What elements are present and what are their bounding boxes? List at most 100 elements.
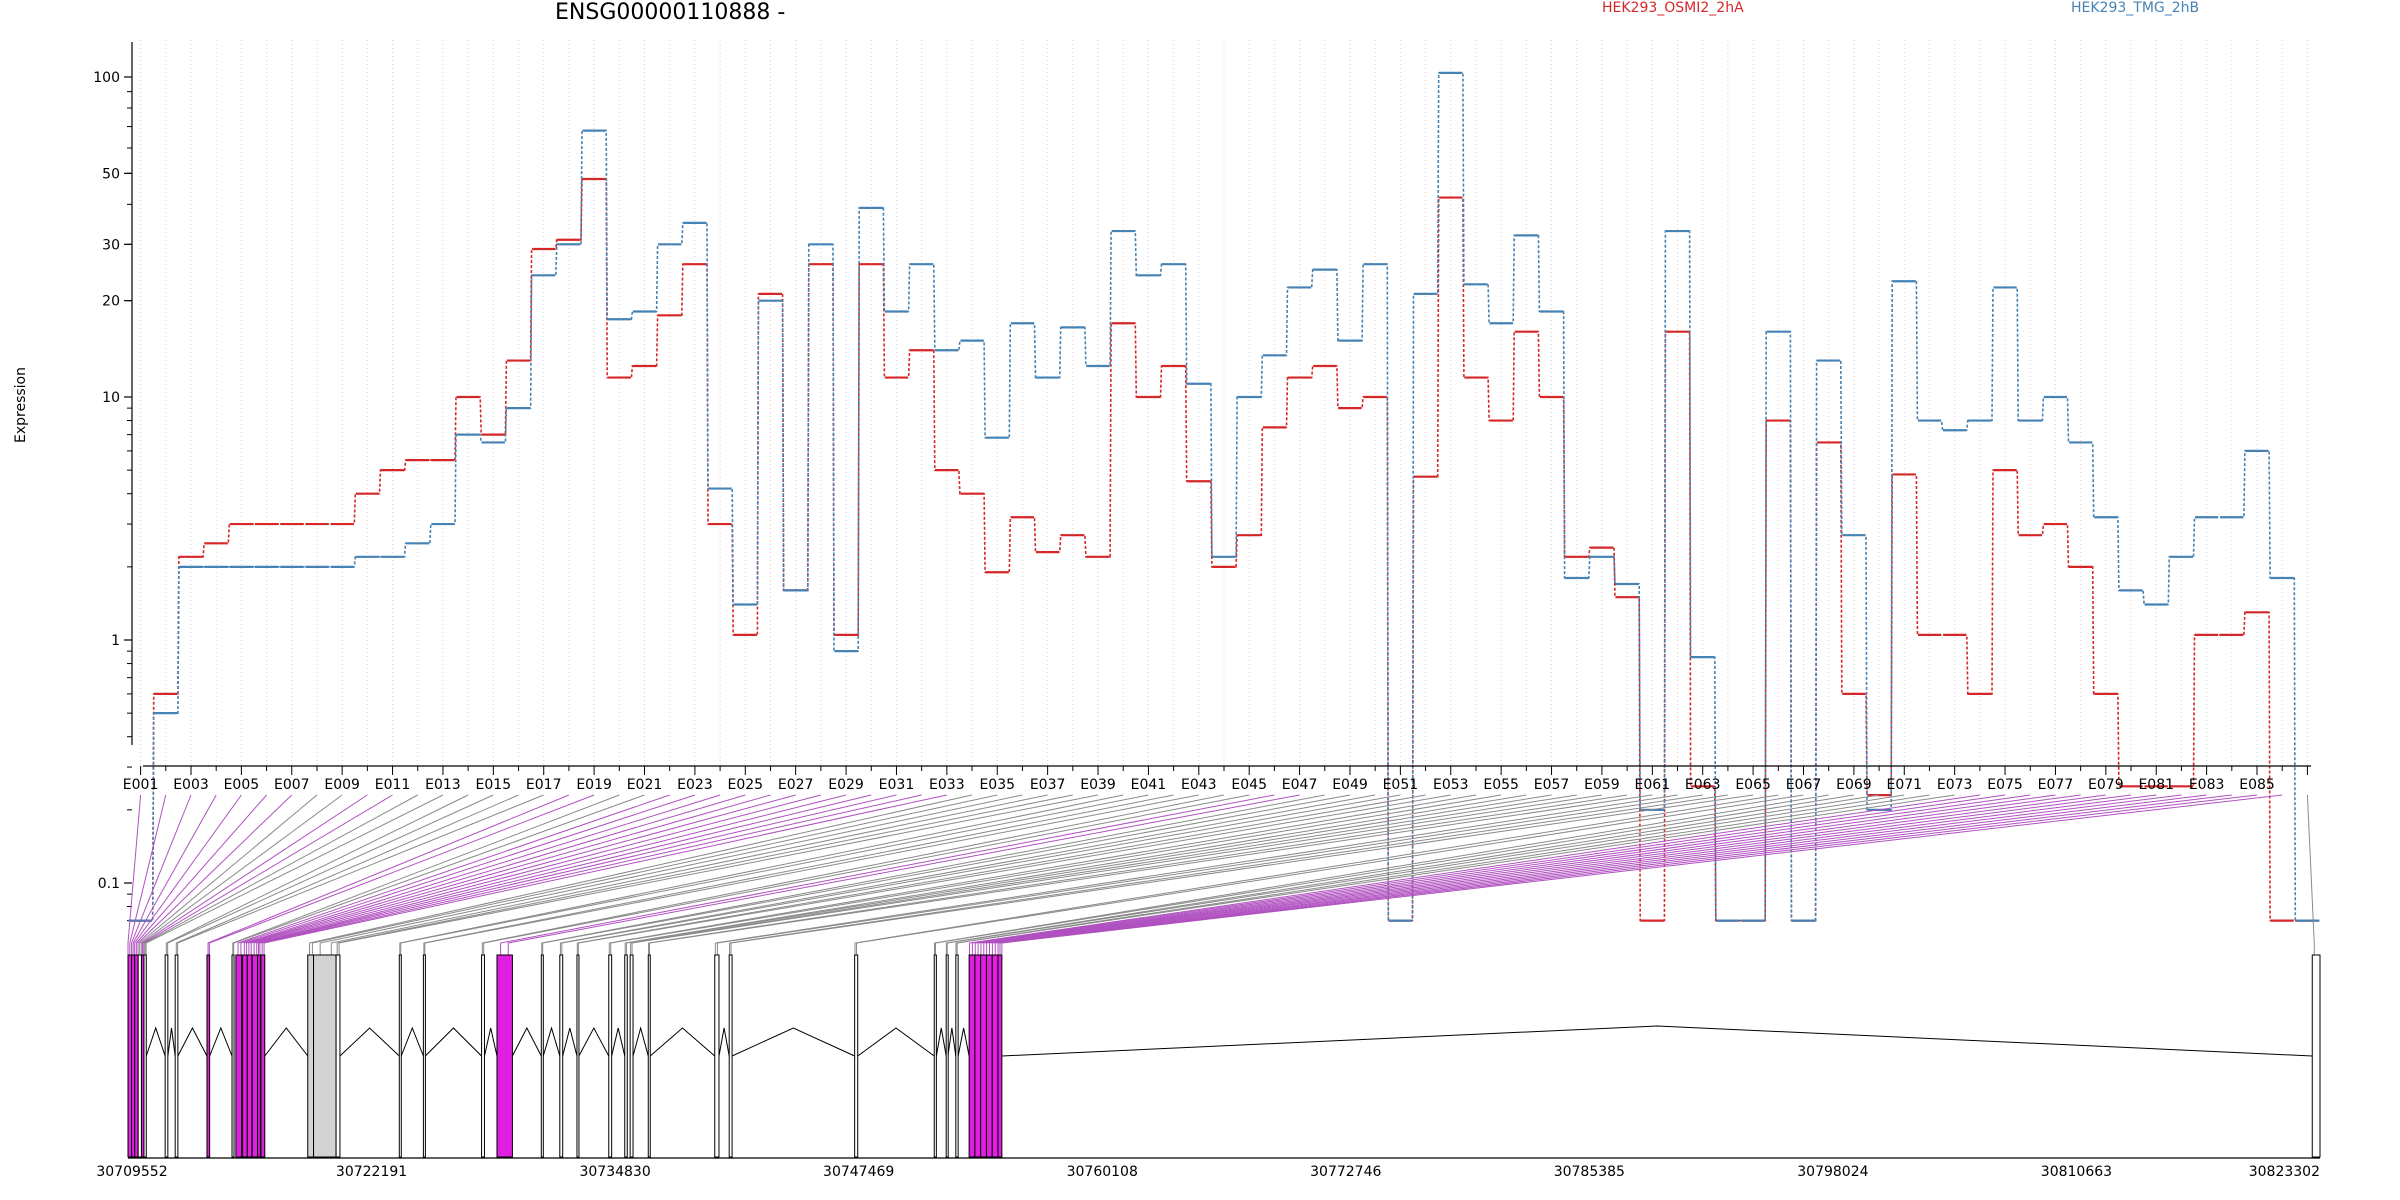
- exon-block: [2311, 954, 2321, 1158]
- exon-tick-label: E073: [1937, 777, 1973, 793]
- exon-tick-label: E007: [274, 777, 310, 793]
- exon-x-axis: E001 E003 E005 E007 E009 E011 E013 E015 E017 E019…: [123, 765, 2311, 793]
- exon-block: [955, 954, 959, 1158]
- exon-connector: [1001, 794, 2283, 955]
- exon-connector: [233, 794, 645, 955]
- exon-block: [629, 954, 634, 1158]
- intron-line: [511, 1026, 542, 1057]
- exon-connector: [175, 794, 519, 955]
- exon-connector: [980, 794, 2081, 955]
- exon-tick-label: E031: [879, 777, 915, 793]
- exon-connector: [481, 794, 1225, 955]
- intron-line: [731, 1027, 855, 1057]
- gene-model-track: [127, 954, 2321, 1158]
- exon-connector: [991, 794, 2182, 955]
- exon-block: [980, 954, 987, 1158]
- exon-tick-label: E051: [1383, 777, 1419, 793]
- exon-tick-label: E057: [1534, 777, 1570, 793]
- exon-connector: [250, 794, 796, 955]
- intron-line: [177, 1026, 208, 1057]
- exon-tick-label: E063: [1685, 777, 1721, 793]
- exon-connector: [132, 794, 217, 955]
- exon-block: [576, 954, 580, 1158]
- exon-connector: [541, 794, 1325, 955]
- intron-line: [562, 1027, 578, 1057]
- exon-block: [174, 954, 179, 1158]
- exon-connector: [144, 794, 418, 955]
- exon-connector: [263, 794, 947, 955]
- exon-connector: [933, 794, 1829, 955]
- intron-line: [578, 1026, 610, 1057]
- exon-block: [422, 954, 426, 1158]
- exon-connector: [338, 794, 1099, 955]
- exon-connector: [145, 794, 444, 955]
- exon-connector: [134, 794, 242, 955]
- exon-block: [991, 954, 999, 1158]
- genomic-tick-label: 30722191: [336, 1164, 407, 1180]
- exon-connector: [625, 794, 1552, 955]
- exon-connector: [139, 794, 318, 955]
- exon-block: [933, 954, 937, 1158]
- intron-line: [542, 1026, 561, 1057]
- exon-tick-label: E083: [2189, 777, 2225, 793]
- exon-tick-label: E035: [979, 777, 1015, 793]
- exon-connector: [608, 794, 1477, 955]
- exon-connector: [624, 794, 1527, 955]
- exon-tick-label: E009: [324, 777, 360, 793]
- exon-block: [997, 954, 1003, 1158]
- exon-tick-label: E015: [476, 777, 512, 793]
- exon-connector: [955, 794, 1930, 955]
- genomic-tick-label: 30785385: [1554, 1164, 1625, 1180]
- exon-tick-label: E003: [173, 777, 209, 793]
- exon-block: [164, 954, 169, 1158]
- exon-connector: [945, 794, 1880, 955]
- genomic-tick-label: 30810663: [2041, 1164, 2112, 1180]
- exon-tick-label: E045: [1231, 777, 1267, 793]
- exon-connector: [424, 794, 1199, 955]
- exon-block: [143, 954, 147, 1158]
- exon-tick-label: E023: [677, 777, 713, 793]
- y-tick-label: 100: [93, 70, 120, 86]
- exon-connector: [577, 794, 1451, 955]
- exon-connector: [129, 794, 167, 955]
- genomic-tick-label: 30709552: [96, 1164, 167, 1180]
- exon-connector: [716, 794, 1703, 955]
- exon-block: [307, 954, 315, 1158]
- y-axis: 0.1 1 10 20 30 50 100: [93, 42, 133, 922]
- y-tick-label: 20: [102, 294, 120, 310]
- exon-block: [235, 954, 243, 1158]
- exon-connector: [330, 794, 1048, 955]
- exon-connector: [232, 794, 620, 955]
- exon-connector: [256, 794, 847, 955]
- exon-connector-lines: [127, 794, 2315, 955]
- exon-connector: [399, 794, 1124, 955]
- exon-tick-label: E041: [1131, 777, 1167, 793]
- exon-connector: [165, 794, 469, 955]
- intron-line: [947, 1027, 957, 1057]
- exon-connector: [143, 794, 393, 955]
- exon-connector: [259, 794, 897, 955]
- exon-tick-label: E065: [1735, 777, 1771, 793]
- exon-connector: [730, 794, 1754, 955]
- y-tick-label: 0.1: [98, 876, 120, 892]
- exon-connector: [631, 794, 1603, 955]
- exon-block: [335, 954, 341, 1158]
- exon-tick-label: E043: [1181, 777, 1217, 793]
- exon-connector: [983, 794, 2106, 955]
- genomic-axis: 30709552 30722191 30734830 30747469 30760108…: [96, 1157, 2320, 1180]
- exon-block: [608, 954, 613, 1158]
- series-lines: [128, 71, 2320, 922]
- y-tick-label: 30: [102, 237, 120, 253]
- exon-connector: [237, 794, 670, 955]
- exon-connector: [248, 794, 771, 955]
- exon-connector: [946, 794, 1905, 955]
- intron-line: [424, 1027, 482, 1057]
- exon-tick-label: E033: [929, 777, 965, 793]
- exon-tick-label: E085: [2239, 777, 2275, 793]
- intron-line: [400, 1026, 424, 1057]
- exon-connector: [854, 794, 1779, 955]
- intron-line: [145, 1026, 166, 1057]
- exon-connector: [610, 794, 1502, 955]
- exon-connector: [559, 794, 1376, 955]
